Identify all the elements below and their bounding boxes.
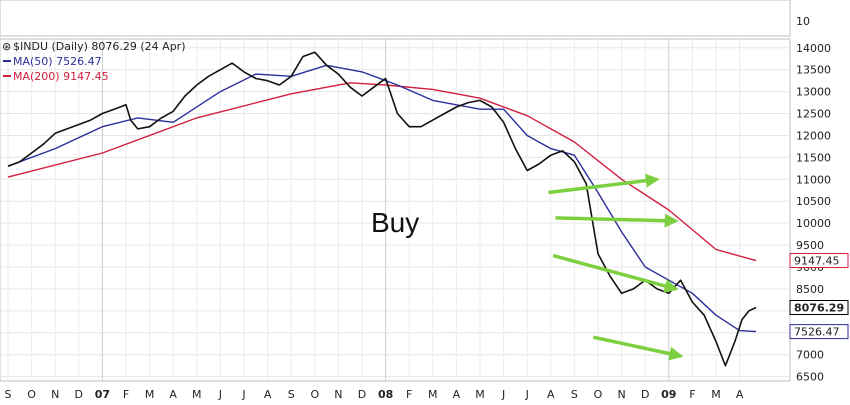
x-axis-ticks: S O N D 07 F M A M J J A S O N D 08 F M A M J J A S O N D 09 F M A <box>5 388 744 401</box>
ma200-line <box>7 82 757 262</box>
buy-arrow <box>555 213 679 228</box>
grid <box>0 39 790 381</box>
value-label: 7526.47 <box>794 326 840 339</box>
y-tick-label: 9500 <box>796 239 824 252</box>
x-tick-label: A <box>264 388 272 401</box>
x-tick-label: M <box>192 388 202 401</box>
x-tick-label: A <box>169 388 177 401</box>
plot-frame <box>0 38 791 382</box>
top-indicator-panel: 10 <box>0 0 810 37</box>
buy-arrows <box>548 173 684 361</box>
y-tick-label: 11000 <box>796 173 831 186</box>
x-tick-label: D <box>641 388 649 401</box>
value-label: 9147.45 <box>794 255 840 268</box>
x-tick-label: A <box>547 388 555 401</box>
x-tick-label: A <box>736 388 744 401</box>
value-label-box <box>789 300 849 316</box>
x-tick-label: O <box>310 388 319 401</box>
chart-title: $INDU (Daily) 8076.29 (24 Apr) <box>13 40 186 53</box>
x-tick-label: F <box>123 388 129 401</box>
legend: ⊛ $INDU (Daily) 8076.29 (24 Apr) MA(50) … <box>2 40 186 83</box>
top-panel-tick-10: 10 <box>796 15 810 28</box>
x-tick-label: M <box>428 388 438 401</box>
value-label-box <box>789 324 849 340</box>
value-label-box <box>789 253 849 269</box>
y-tick-label: 10500 <box>796 195 831 208</box>
x-tick-label: F <box>689 388 695 401</box>
x-tick-label: J <box>501 388 505 401</box>
y-tick-label: 14000 <box>796 42 831 55</box>
y-tick-label: 10000 <box>796 217 831 230</box>
x-tick-label: O <box>594 388 603 401</box>
x-tick-label: M <box>475 388 485 401</box>
right-value-labels: 9147.45 8076.29 7526.47 <box>789 253 849 340</box>
legend-ma200: MA(200) 9147.45 <box>13 70 109 83</box>
value-label: 8076.29 <box>794 302 844 315</box>
x-tick-label: J <box>218 388 222 401</box>
x-tick-label: D <box>75 388 83 401</box>
y-tick-label: 12000 <box>796 129 831 142</box>
x-tick-label: 09 <box>661 388 676 401</box>
x-tick-label: S <box>571 388 578 401</box>
y-tick-label: 6500 <box>796 371 824 384</box>
x-tick-label: A <box>453 388 461 401</box>
y-tick-label: 12500 <box>796 108 831 121</box>
x-tick-label: J <box>241 388 245 401</box>
x-tick-label: 07 <box>95 388 110 401</box>
x-tick-label: D <box>358 388 366 401</box>
x-tick-label: O <box>27 388 36 401</box>
buy-arrow <box>552 253 679 293</box>
x-tick-label: S <box>288 388 295 401</box>
x-tick-label: M <box>711 388 721 401</box>
buy-annotation: Buy <box>371 207 419 238</box>
chart-title-icon: ⊛ <box>2 40 11 53</box>
x-tick-label: S <box>5 388 12 401</box>
x-tick-label: N <box>51 388 59 401</box>
buy-arrow <box>548 173 660 195</box>
x-tick-label: M <box>145 388 155 401</box>
y-tick-label: 8500 <box>796 283 824 296</box>
x-tick-label: F <box>406 388 412 401</box>
x-tick-label: J <box>525 388 529 401</box>
x-tick-label: N <box>617 388 625 401</box>
x-tick-label: N <box>334 388 342 401</box>
y-tick-label: 11500 <box>796 151 831 164</box>
y-tick-label: 13500 <box>796 64 831 77</box>
buy-arrow <box>592 335 684 361</box>
y-tick-label: 13000 <box>796 86 831 99</box>
legend-ma50: MA(50) 7526.47 <box>13 55 102 68</box>
y-tick-label: 7000 <box>796 349 824 362</box>
x-tick-label: 08 <box>378 388 393 401</box>
